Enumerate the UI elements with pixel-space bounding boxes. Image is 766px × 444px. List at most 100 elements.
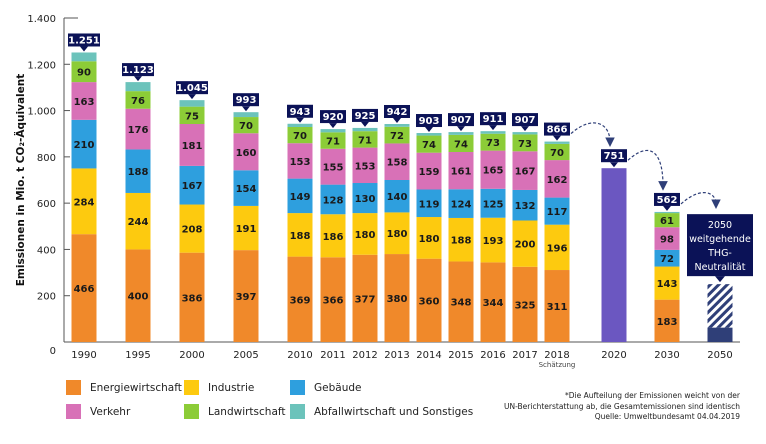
bar-segment — [416, 135, 442, 153]
bar-segment — [654, 299, 680, 342]
bar-segment — [544, 224, 570, 271]
total-badge-pointer — [296, 117, 304, 123]
segment-label: 119 — [419, 199, 440, 210]
total-label: 562 — [657, 195, 678, 206]
segment-label: 149 — [290, 192, 311, 203]
segment-label: 162 — [547, 175, 568, 186]
bar-segment — [480, 188, 506, 218]
segment-label: 158 — [387, 158, 408, 169]
total-badge — [544, 122, 570, 136]
total-badge-pointer — [361, 121, 369, 127]
bar-segment — [416, 258, 442, 342]
legend-label: Abfallwirtschaft und Sonstiges — [314, 405, 474, 418]
bar-segment — [352, 147, 378, 184]
total-label: 866 — [547, 125, 568, 136]
bar-segment — [416, 217, 442, 259]
segment-label: 369 — [290, 295, 311, 306]
bar-segment — [654, 249, 680, 267]
x-tick-label: 2005 — [233, 350, 258, 361]
bar-segment — [352, 131, 378, 148]
total-label: 1.123 — [122, 65, 154, 76]
total-badge — [320, 110, 346, 124]
bar-segment — [352, 213, 378, 255]
segment-label: 400 — [128, 292, 149, 303]
x-tick-label: 2017 — [512, 350, 537, 361]
total-label: 1.251 — [68, 35, 100, 46]
bar-segment — [71, 168, 97, 235]
bar-segment — [71, 234, 97, 342]
projection-arrow — [570, 122, 615, 147]
bar-segment — [512, 189, 538, 221]
bar-segment — [512, 266, 538, 342]
bar-segment — [352, 183, 378, 214]
bar-segment — [125, 149, 151, 193]
total-label: 943 — [290, 107, 311, 118]
target-bar — [601, 168, 627, 342]
segment-label: 155 — [323, 163, 344, 174]
legend-swatch — [290, 380, 305, 395]
bar-segment — [512, 220, 538, 267]
total-label: 903 — [419, 116, 440, 127]
segment-label: 71 — [326, 137, 340, 148]
bar-segment — [287, 143, 313, 179]
segment-label: 191 — [236, 224, 257, 235]
x-tick-label: 2011 — [320, 350, 345, 361]
legend-item-verkehr: Verkehr — [66, 404, 130, 419]
goal-text-line: Neutralität — [695, 262, 746, 273]
bar-segment — [125, 91, 151, 109]
segment-label: 360 — [419, 296, 440, 307]
bar-segment — [320, 132, 346, 149]
bar-segment — [654, 213, 680, 228]
legend-label: Verkehr — [90, 405, 131, 418]
bar-segment — [448, 261, 474, 342]
y-tick-label: 600 — [37, 199, 56, 210]
bar-segment — [448, 132, 474, 135]
bar-segment — [384, 180, 410, 213]
bar-segment — [416, 152, 442, 190]
emissions-chart: Emissionen in Mio. t CO₂-Äquivalent 0 200… — [13, 14, 753, 369]
legend-item-landwirtschaft: Landwirtschaft — [184, 404, 286, 419]
segment-label: 124 — [451, 200, 472, 211]
bar-segment — [320, 257, 346, 342]
total-label: 925 — [355, 111, 376, 122]
total-label: 911 — [483, 114, 504, 125]
bar-segment — [352, 254, 378, 342]
y-axis-label: Emissionen in Mio. t CO₂-Äquivalent — [13, 74, 27, 287]
bar-segment — [512, 132, 538, 135]
y-tick-label: 800 — [37, 153, 56, 164]
segment-label: 125 — [483, 199, 504, 210]
bar-segment — [654, 227, 680, 250]
x-tick-label: 2050 — [707, 350, 732, 361]
total-badge — [352, 108, 378, 122]
bar-segment — [384, 254, 410, 342]
total-label: 942 — [387, 107, 408, 118]
goal-bar-solid — [707, 327, 733, 342]
x-tick-label: 1995 — [125, 350, 150, 361]
total-label: 751 — [604, 151, 625, 162]
segment-label: 117 — [547, 207, 568, 218]
bar-segment — [179, 106, 205, 124]
segment-label: 72 — [660, 254, 674, 265]
footnote-line: UN-Berichterstattung ab, die Gesamtemiss… — [503, 401, 740, 411]
bar-segment — [416, 133, 442, 136]
segment-label: 380 — [387, 294, 408, 305]
segment-label: 70 — [293, 131, 307, 142]
bar-segment — [179, 252, 205, 342]
legend-label: Energiewirtschaft — [90, 381, 182, 394]
bar-segment — [480, 133, 506, 151]
total-badge-pointer — [242, 106, 250, 112]
x-tick-label: 2030 — [654, 350, 679, 361]
legend-item-abfallwirtschaft: Abfallwirtschaft und Sonstiges — [290, 404, 473, 419]
segment-label: 161 — [451, 167, 472, 178]
total-badge — [480, 112, 506, 126]
goal-box-pointer — [715, 276, 725, 283]
segment-label: 377 — [355, 294, 376, 305]
bar-segment — [320, 214, 346, 258]
x-tick-label: 2012 — [352, 350, 377, 361]
segment-label: 128 — [323, 195, 344, 206]
segment-label: 348 — [451, 298, 472, 309]
bar-segment — [416, 189, 442, 218]
bar-segment — [233, 170, 259, 206]
segment-label: 154 — [236, 184, 257, 195]
segment-label: 176 — [128, 125, 149, 136]
